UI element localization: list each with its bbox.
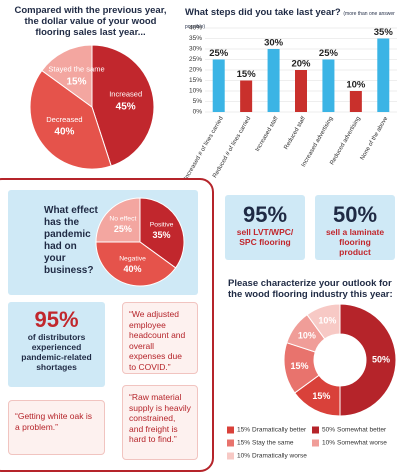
callout-value: 95% xyxy=(34,307,79,332)
bar-title: What steps did you take last year? xyxy=(185,7,341,18)
legend-swatch xyxy=(227,426,234,434)
legend-label: Somewhat worse xyxy=(337,440,387,447)
callout-text: of distributors experienced pandemic-rel… xyxy=(21,332,92,372)
x-tick-label: Reduced advertising xyxy=(329,116,362,166)
value-label: 25% xyxy=(209,48,229,59)
value-label: 10% xyxy=(298,330,316,340)
value-label: 35% xyxy=(374,27,394,38)
y-tick-label: 35% xyxy=(189,35,202,42)
bar xyxy=(240,80,253,112)
value-label: 10% xyxy=(318,315,336,325)
bar xyxy=(295,70,307,112)
callout-text: sell LVT/WPC/ SPC flooring xyxy=(236,227,294,247)
value-label: 20% xyxy=(291,59,311,70)
value-label: 50% xyxy=(372,354,390,364)
legend-swatch xyxy=(227,439,234,447)
bar xyxy=(267,49,280,112)
callout: 95% sell LVT/WPC/ SPC flooring xyxy=(225,195,305,260)
slice-label: No effect xyxy=(109,215,136,222)
x-tick-label: None of the above xyxy=(360,115,390,161)
pie-chart: Positive 35% Negative 40% No effect 25% xyxy=(95,197,185,287)
value-label: 15% xyxy=(290,361,308,371)
value-label: 30% xyxy=(264,38,284,49)
slice xyxy=(95,197,141,243)
slice xyxy=(306,303,341,340)
slice xyxy=(29,69,112,170)
y-tick-label: 25% xyxy=(189,56,202,63)
legend-value: 50% xyxy=(322,427,335,434)
slice-label: Stayed the same xyxy=(48,65,104,74)
y-tick-label: 5% xyxy=(193,98,203,105)
legend-label: Somewhat better xyxy=(337,427,387,434)
y-tick-label: 10% xyxy=(189,88,202,95)
legend-label: Dramatically better xyxy=(252,427,307,434)
pie-title: What effect has the pandemic had on your… xyxy=(44,205,98,276)
value-label: 45% xyxy=(116,101,136,112)
x-tick-label: Reduced staff xyxy=(283,116,307,151)
legend-value: 10% xyxy=(322,440,335,447)
value-label: 40% xyxy=(124,264,142,274)
slice xyxy=(41,44,93,108)
bar-title-block: What steps did you take last year? (more… xyxy=(185,7,400,33)
slice-label: Decreased xyxy=(46,115,82,124)
value-label: 15% xyxy=(237,69,257,80)
quote: “Raw material supply is heavily constrai… xyxy=(122,385,198,460)
y-tick-label: 30% xyxy=(189,46,202,53)
value-label: 25% xyxy=(319,48,339,59)
quote: “Getting white oak is a problem.” xyxy=(8,400,105,455)
y-tick-label: 20% xyxy=(189,67,202,74)
slice xyxy=(139,197,185,269)
slice xyxy=(95,241,177,287)
x-tick-label: Increased staff xyxy=(255,116,280,153)
callout: 50% sell a laminate flooring product xyxy=(315,195,395,260)
quote: “We adjusted employee headcount and over… xyxy=(122,302,198,374)
legend-label: Stay the same xyxy=(252,440,294,447)
value-label: 10% xyxy=(346,80,366,91)
legend-swatch xyxy=(227,452,234,460)
legend-value: 10% xyxy=(237,453,250,460)
frame xyxy=(0,178,214,472)
slice xyxy=(91,44,155,167)
bar xyxy=(349,91,362,112)
value-label: 15% xyxy=(67,76,87,87)
pie-title: Compared with the previous year, the dol… xyxy=(14,5,167,38)
pie-chart: Increased 45% Decreased 40% Stayed the same 1… xyxy=(29,44,155,170)
callout: 95% of distributors experienced pandemic… xyxy=(8,302,105,387)
slice-label: Positive xyxy=(150,221,174,228)
value-label: 15% xyxy=(312,391,330,401)
legend-value: 15% xyxy=(237,440,250,447)
bar-chart: 0%5%10%15%20%25%30%35%40%25%Increased # … xyxy=(184,25,397,181)
bar xyxy=(377,38,390,112)
value-label: 25% xyxy=(114,224,132,234)
callout-text: sell a laminate flooring product xyxy=(325,227,385,257)
value-label: 35% xyxy=(153,230,171,240)
bar xyxy=(212,59,225,112)
bar xyxy=(322,59,335,112)
value-label: 40% xyxy=(54,127,74,138)
bar-subtitle: (more than one answer possible) xyxy=(185,11,395,30)
x-tick-label: Increased advertising xyxy=(301,116,335,168)
legend-swatch xyxy=(312,426,319,434)
legend-label: Dramatically worse xyxy=(252,453,307,460)
y-tick-label: 40% xyxy=(189,25,202,32)
y-tick-label: 0% xyxy=(193,109,203,116)
slice xyxy=(339,303,397,417)
legend-swatch xyxy=(312,439,319,447)
callout-value: 95% xyxy=(242,202,288,227)
y-tick-label: 15% xyxy=(189,77,202,84)
slice-label: Increased xyxy=(109,90,142,99)
donut-title: Please characterize your outlook for the… xyxy=(228,278,393,300)
callout-value: 50% xyxy=(332,202,378,227)
legend-value: 15% xyxy=(237,427,250,434)
slice-label: Negative xyxy=(119,255,146,262)
